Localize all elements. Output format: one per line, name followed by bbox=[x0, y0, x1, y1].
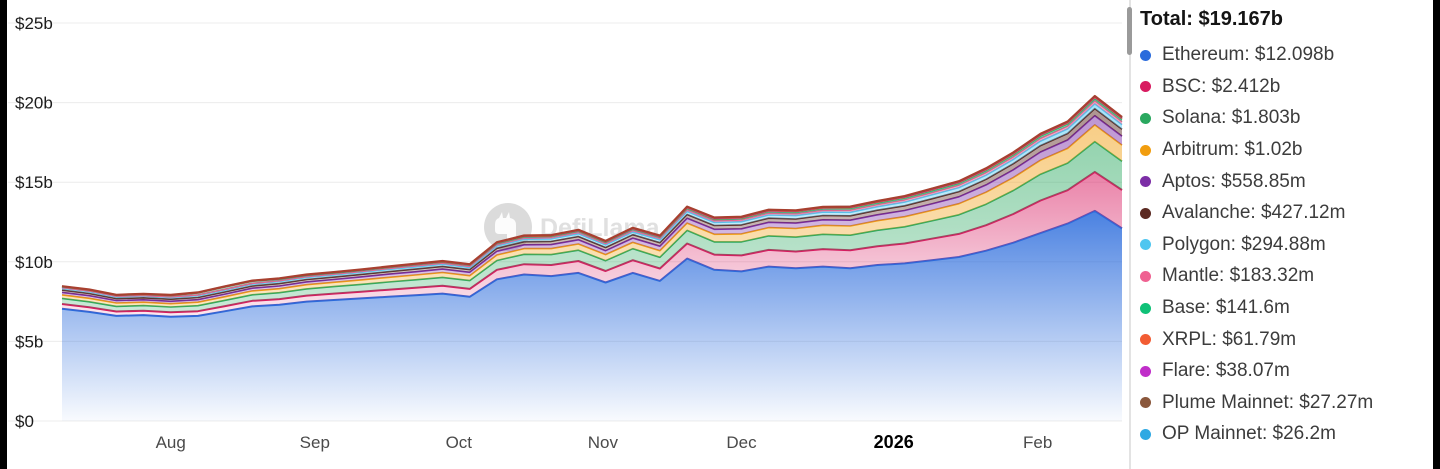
y-axis-tick-label: $0 bbox=[15, 412, 34, 431]
legend-item-ethereum: Ethereum: $12.098b bbox=[1140, 43, 1433, 68]
legend-item-plume-mainnet: Plume Mainnet: $27.27m bbox=[1140, 391, 1433, 416]
area-ethereum bbox=[62, 210, 1122, 421]
legend-label: XRPL: $61.79m bbox=[1162, 328, 1297, 350]
area-solana bbox=[62, 141, 1122, 313]
legend-label: Aptos: $558.85m bbox=[1162, 170, 1306, 192]
legend-label: Flare: $38.07m bbox=[1162, 360, 1290, 382]
x-axis-tick-label: Feb bbox=[1023, 433, 1052, 452]
stacked-areas bbox=[61, 94, 1123, 421]
legend-label: Plume Mainnet: $27.27m bbox=[1162, 391, 1374, 413]
legend-label: Solana: $1.803b bbox=[1162, 107, 1301, 129]
x-axis-tick-label: Sep bbox=[300, 433, 330, 452]
legend-items: Ethereum: $12.098b BSC: $2.412b Solana: $1… bbox=[1140, 43, 1433, 447]
legend-label: BSC: $2.412b bbox=[1162, 75, 1281, 97]
y-axis-tick-label: $10b bbox=[15, 253, 53, 272]
legend-color-dot bbox=[1140, 81, 1151, 93]
legend-color-dot bbox=[1140, 112, 1151, 124]
legend-scrollbar-thumb[interactable] bbox=[1127, 7, 1132, 55]
legend-color-dot bbox=[1140, 49, 1151, 61]
legend-label: Polygon: $294.88m bbox=[1162, 233, 1326, 255]
legend-item-mantle: Mantle: $183.32m bbox=[1140, 264, 1433, 289]
legend-label: Avalanche: $427.12m bbox=[1162, 202, 1346, 224]
x-axis-tick-label: Dec bbox=[726, 433, 757, 452]
legend-color-dot bbox=[1140, 176, 1151, 188]
y-axis-tick-label: $15b bbox=[15, 173, 53, 192]
legend-color-dot bbox=[1140, 270, 1151, 282]
legend-item-solana: Solana: $1.803b bbox=[1140, 106, 1433, 131]
x-axis-tick-label: 2026 bbox=[874, 432, 914, 452]
legend-label: OP Mainnet: $26.2m bbox=[1162, 423, 1336, 445]
y-axis-tick-label: $5b bbox=[15, 332, 43, 351]
legend-color-dot bbox=[1140, 334, 1151, 346]
right-edge-strip bbox=[1433, 0, 1440, 469]
legend-total: Total: $19.167b bbox=[1140, 8, 1284, 30]
tvl-stacked-area-chart[interactable]: DefiLlama $0 $5b $10b $15b $20b $25b Aug Sep Oct… bbox=[0, 0, 1130, 469]
x-axis-tick-label: Aug bbox=[156, 433, 186, 452]
legend-color-dot bbox=[1140, 207, 1151, 219]
area-polygon bbox=[62, 103, 1122, 300]
legend-color-dot bbox=[1140, 365, 1151, 377]
legend-item-avalanche: Avalanche: $427.12m bbox=[1140, 201, 1433, 226]
legend-item-xrpl: XRPL: $61.79m bbox=[1140, 327, 1433, 352]
legend-item-base: Base: $141.6m bbox=[1140, 296, 1433, 321]
area-bsc bbox=[62, 171, 1122, 317]
legend-label: Arbitrum: $1.02b bbox=[1162, 139, 1303, 161]
legend-scrollbar-track bbox=[1129, 0, 1131, 469]
legend-item-op-mainnet: OP Mainnet: $26.2m bbox=[1140, 422, 1433, 447]
y-axis-tick-label: $25b bbox=[15, 14, 53, 33]
legend-item-bsc: BSC: $2.412b bbox=[1140, 75, 1433, 100]
legend-item-arbitrum: Arbitrum: $1.02b bbox=[1140, 138, 1433, 163]
x-axis-tick-label: Oct bbox=[446, 433, 473, 452]
legend-item-polygon: Polygon: $294.88m bbox=[1140, 233, 1433, 258]
legend-label: Mantle: $183.32m bbox=[1162, 265, 1315, 287]
legend-color-dot bbox=[1140, 428, 1151, 440]
legend-item-aptos: Aptos: $558.85m bbox=[1140, 169, 1433, 194]
total-line bbox=[61, 94, 1123, 296]
legend-label: Base: $141.6m bbox=[1162, 297, 1290, 319]
area-base bbox=[62, 98, 1122, 297]
llama-glyph bbox=[495, 212, 516, 241]
chain-legend-panel[interactable]: Total: $19.167b Ethereum: $12.098b BSC: $… bbox=[1132, 0, 1433, 469]
legend-color-dot bbox=[1140, 397, 1151, 409]
left-edge-strip bbox=[0, 0, 7, 469]
legend-label: Ethereum: $12.098b bbox=[1162, 44, 1335, 66]
legend-color-dot bbox=[1140, 239, 1151, 251]
legend-color-dot bbox=[1140, 302, 1151, 314]
axis-labels: $0 $5b $10b $15b $20b $25b Aug Sep Oct Nov Dec 2026… bbox=[15, 14, 1052, 452]
x-axis-tick-label: Nov bbox=[588, 433, 619, 452]
legend-item-flare: Flare: $38.07m bbox=[1140, 359, 1433, 384]
legend-color-dot bbox=[1140, 144, 1151, 156]
y-axis-tick-label: $20b bbox=[15, 94, 53, 113]
